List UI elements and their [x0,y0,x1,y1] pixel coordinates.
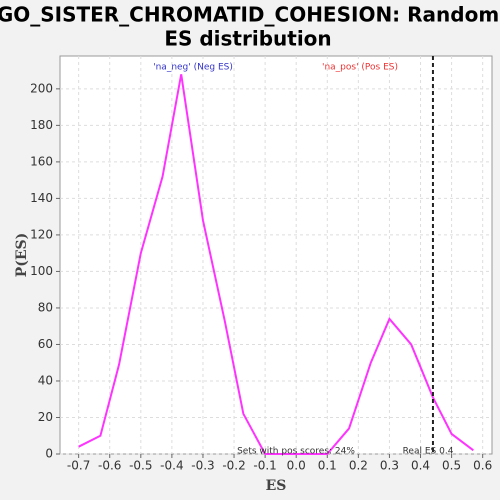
plot-area [59,55,493,455]
y-tick-label: 20 [38,410,53,424]
x-tick-label: -0.4 [160,459,183,473]
y-tick-label: 80 [38,300,53,314]
x-tick-label: 0.1 [318,459,337,473]
x-tick-label: 0.4 [411,459,430,473]
y-tick-label: 40 [38,373,53,387]
y-tick-label: 160 [30,154,53,168]
x-tick-label: -0.3 [191,459,214,473]
annotation: Sets with pos scores: 24% [237,447,355,457]
x-tick-label: 0.2 [349,459,368,473]
line [78,74,474,455]
y-tick-label: 100 [30,264,53,278]
x-tick-label: -0.2 [222,459,245,473]
y-tick-label: 180 [30,118,53,132]
x-tick-label: -0.1 [253,459,276,473]
y-tick-label: 0 [45,447,53,461]
x-tick-label: -0.5 [129,459,152,473]
y-tick-label: 200 [30,81,53,95]
annotation: Real ES 0.4 [403,447,454,457]
chart-title: GO_SISTER_CHROMATID_COHESION: Random [0,3,499,27]
x-tick-label: 0.5 [442,459,461,473]
x-tick-label: 0.0 [287,459,306,473]
y-tick-label: 60 [38,337,53,351]
y-tick-label: 140 [30,191,53,205]
y-axis-label: P(ES) [14,233,30,278]
x-tick-label: -0.7 [67,459,90,473]
chart-title: ES distribution [164,27,331,51]
x-axis-label: ES [266,478,287,494]
x-tick-label: 0.3 [380,459,399,473]
annotation: 'na_pos' (Pos ES) [322,63,398,73]
annotation: 'na_neg' (Neg ES) [153,63,233,73]
x-tick-label: -0.6 [98,459,121,473]
x-tick-label: 0.6 [473,459,492,473]
y-tick-label: 120 [30,227,53,241]
